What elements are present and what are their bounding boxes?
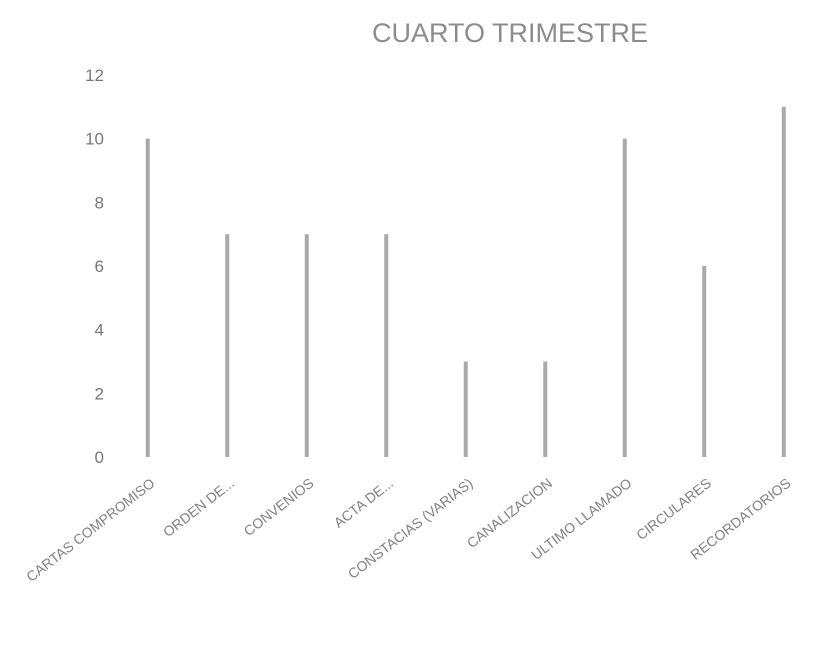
x-tick-label: ACTA DE... [331,475,396,531]
x-tick-label: CIRCULARES [633,475,714,543]
x-tick-label: CONVENIOS [241,475,317,539]
y-tick-label: 6 [95,257,104,276]
bar [225,234,230,457]
bar [543,361,548,457]
y-tick-label: 2 [95,384,104,403]
bar [304,234,309,457]
bar [702,266,707,457]
bar [781,106,786,457]
y-axis-ticks: 0 2 4 6 8 10 12 [85,66,104,467]
y-tick-label: 10 [85,130,104,149]
bar [145,138,150,457]
chart-title: CUARTO TRIMESTRE [372,18,648,48]
bars [145,106,786,457]
bar [384,234,389,457]
y-tick-label: 0 [95,448,104,467]
y-tick-label: 12 [85,66,104,85]
bar [463,361,468,457]
x-tick-label: CARTAS COMPROMISO [23,475,158,585]
y-tick-label: 8 [95,193,104,212]
bar [622,138,627,457]
x-axis-labels: CARTAS COMPROMISO ORDEN DE... CONVENIOS ACT… [23,475,793,585]
y-tick-label: 4 [95,321,104,340]
x-tick-label: ORDEN DE... [160,475,237,540]
